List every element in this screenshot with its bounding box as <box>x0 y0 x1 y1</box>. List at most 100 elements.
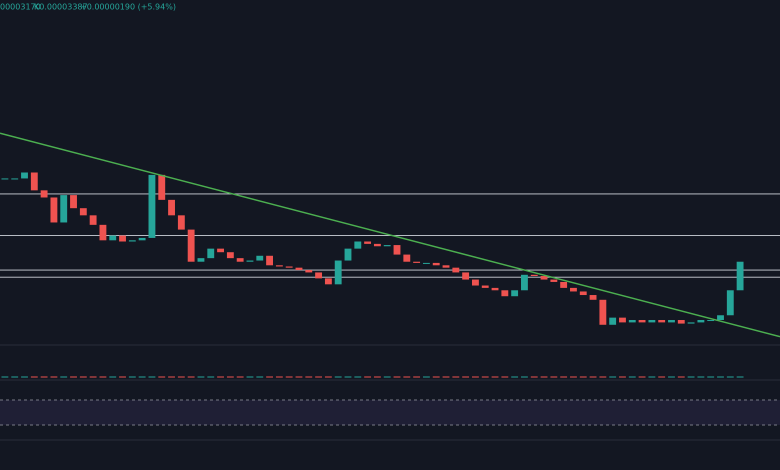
candle <box>60 195 68 223</box>
volume-bar <box>452 376 460 378</box>
volume-bar <box>246 376 254 378</box>
volume-bar <box>79 376 87 378</box>
volume-bar <box>99 376 107 378</box>
candle <box>726 290 734 316</box>
candle <box>128 240 136 242</box>
volume-bar <box>521 376 528 378</box>
volume-bar <box>599 376 607 378</box>
volume-bar <box>422 376 430 378</box>
volume-bar <box>275 376 283 378</box>
volume-bar <box>511 376 519 378</box>
volume-bar <box>687 376 695 378</box>
candle <box>50 197 58 223</box>
candle <box>668 320 675 323</box>
candle <box>187 229 195 262</box>
candle <box>481 285 489 288</box>
volume-bar <box>109 376 117 378</box>
volume-bar <box>373 376 381 378</box>
volume-bar <box>236 376 244 378</box>
candle <box>442 265 450 268</box>
candle <box>550 279 558 282</box>
volume-bar <box>295 376 303 378</box>
candle <box>413 261 421 263</box>
candle <box>217 248 224 253</box>
volume-bar <box>344 376 352 378</box>
rsi-band <box>0 400 780 425</box>
volume-bar <box>403 376 411 378</box>
candle <box>30 172 38 191</box>
header-change: +0.00000190 (+5.94%) <box>80 3 176 12</box>
volume-bar <box>570 376 577 378</box>
volume-bar <box>697 376 705 378</box>
candle <box>168 199 175 216</box>
volume-bar <box>187 376 195 378</box>
volume-bar <box>383 376 391 378</box>
candle <box>373 243 381 247</box>
candle <box>462 272 470 280</box>
volume-bar <box>619 376 626 378</box>
candle <box>648 320 656 323</box>
volume-bar <box>324 376 332 378</box>
volume-bar <box>668 376 675 378</box>
volume-bar <box>354 376 362 378</box>
candle <box>305 270 313 273</box>
volume-bar <box>736 376 744 378</box>
candle <box>315 272 323 279</box>
volume-bar <box>442 376 450 378</box>
volume-bar <box>677 376 685 378</box>
candle <box>619 317 626 323</box>
candle <box>99 224 107 241</box>
candle <box>40 190 48 198</box>
volume-bar <box>50 376 58 378</box>
candle <box>628 320 636 323</box>
volume-bar <box>413 376 421 378</box>
volume-bar <box>726 376 734 378</box>
candle <box>501 290 509 297</box>
volume-bar <box>334 376 342 378</box>
candle <box>158 174 166 200</box>
candle <box>697 320 705 323</box>
volume-bar <box>364 376 372 378</box>
candle <box>638 320 646 323</box>
volume-bar <box>177 376 185 378</box>
volume-bar <box>579 376 587 378</box>
candle <box>275 265 283 267</box>
candle <box>344 248 352 261</box>
volume-bar <box>21 376 28 378</box>
volume-bar <box>197 376 205 378</box>
volume-bar <box>638 376 646 378</box>
candle <box>530 274 538 276</box>
candle <box>393 245 401 255</box>
volume-bar <box>707 376 715 378</box>
volume-bar <box>207 376 215 378</box>
candle <box>324 278 332 285</box>
candle <box>197 258 205 262</box>
candle <box>138 237 146 241</box>
volume-bar <box>266 376 274 378</box>
volume-bar <box>119 376 126 378</box>
volume-bar <box>540 376 548 378</box>
volume-bar <box>11 376 19 378</box>
candle <box>334 260 342 285</box>
candle <box>736 261 744 291</box>
candle <box>295 267 303 271</box>
candle <box>1 178 9 180</box>
volume-bar <box>550 376 558 378</box>
candle <box>246 260 254 262</box>
volume-bar <box>158 376 166 378</box>
candle <box>599 299 607 325</box>
candle <box>570 287 577 292</box>
volume-bar <box>148 376 156 378</box>
candle <box>432 262 440 266</box>
candle <box>521 274 528 291</box>
volume-bar <box>89 376 97 378</box>
volume-bar <box>589 376 597 378</box>
volume-bar <box>70 376 77 378</box>
volume-bar <box>530 376 538 378</box>
volume-bar <box>138 376 146 378</box>
candle <box>11 178 19 180</box>
candle <box>119 235 126 242</box>
volume-bar <box>648 376 656 378</box>
volume-bar <box>305 376 313 378</box>
candle <box>70 195 77 209</box>
